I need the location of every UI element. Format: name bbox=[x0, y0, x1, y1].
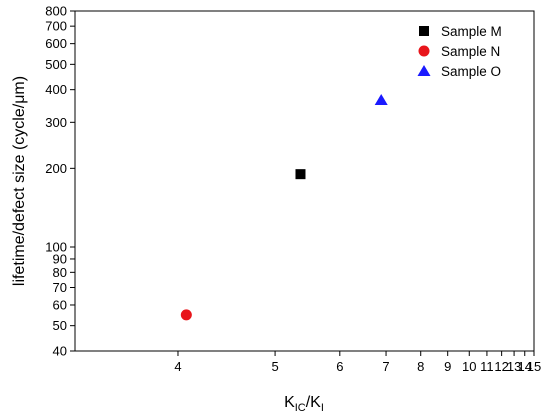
x-axis-label-main: K bbox=[284, 394, 295, 411]
legend: Sample M Sample N Sample O bbox=[417, 24, 502, 79]
x-tick-label: 12 bbox=[494, 359, 508, 374]
y-tick-label: 800 bbox=[45, 4, 67, 19]
legend-marker bbox=[419, 26, 429, 36]
y-tick-label: 200 bbox=[45, 161, 67, 176]
y-axis-label: lifetime/defect size (cycle/μm) bbox=[11, 76, 28, 286]
legend-label: Sample O bbox=[441, 64, 501, 79]
x-tick-label: 15 bbox=[527, 359, 541, 374]
plot-frame bbox=[74, 10, 535, 352]
x-tick-label: 6 bbox=[336, 359, 343, 374]
x-tick-label: 4 bbox=[174, 359, 181, 374]
legend-marker bbox=[417, 65, 431, 76]
x-axis-label: KIC/KI bbox=[284, 394, 324, 414]
y-tick-label: 100 bbox=[45, 240, 67, 255]
x-tick-label: 7 bbox=[382, 359, 389, 374]
data-point bbox=[374, 94, 388, 106]
x-tick-label: 14 bbox=[518, 359, 532, 374]
x-tick-label: 8 bbox=[417, 359, 424, 374]
y-tick-label: 70 bbox=[53, 280, 67, 295]
y-tick-label: 40 bbox=[53, 344, 67, 359]
y-tick-label: 50 bbox=[53, 318, 67, 333]
x-tick-label: 9 bbox=[444, 359, 451, 374]
y-tick-label: 700 bbox=[45, 19, 67, 34]
x-axis-label-mid: /K bbox=[306, 394, 321, 411]
y-tick-label: 90 bbox=[53, 251, 67, 266]
x-axis-label-sub2: I bbox=[321, 402, 324, 414]
legend-label: Sample N bbox=[441, 44, 500, 59]
data-points bbox=[180, 94, 388, 321]
y-tick-label: 300 bbox=[45, 115, 67, 130]
y-tick-label: 60 bbox=[53, 297, 67, 312]
x-tick-label: 11 bbox=[480, 359, 494, 374]
legend-label: Sample M bbox=[441, 24, 502, 39]
x-axis-label-sub1: IC bbox=[295, 402, 306, 414]
axis-ticks bbox=[70, 10, 535, 356]
data-point bbox=[295, 169, 306, 180]
data-point bbox=[180, 309, 192, 321]
y-tick-label: 600 bbox=[45, 36, 67, 51]
y-tick-label: 500 bbox=[45, 57, 67, 72]
x-tick-label: 13 bbox=[507, 359, 521, 374]
x-tick-label: 5 bbox=[271, 359, 278, 374]
x-tick-label: 10 bbox=[462, 359, 476, 374]
legend-marker bbox=[418, 45, 430, 57]
y-tick-label: 80 bbox=[53, 265, 67, 280]
y-tick-label: 400 bbox=[45, 82, 67, 97]
